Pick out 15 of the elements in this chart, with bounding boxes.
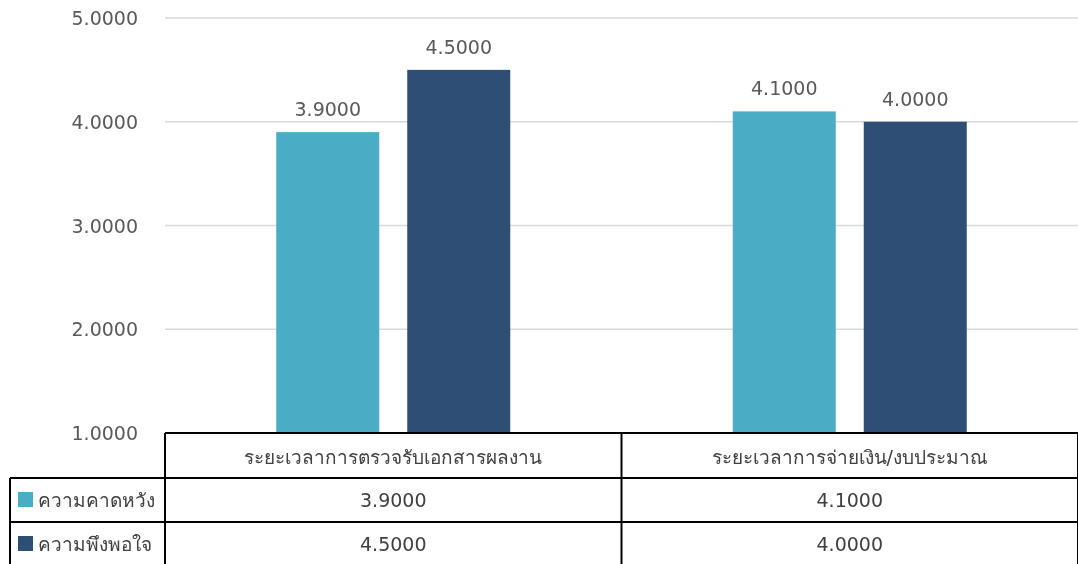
data-label: 4.0000 bbox=[816, 533, 883, 555]
text: 4.5000 bbox=[425, 35, 492, 58]
data-label: 4.5000 bbox=[360, 533, 427, 555]
data-label: 3.9000 bbox=[360, 489, 427, 511]
y-tick-label: 3.0000 bbox=[71, 214, 138, 237]
y-tick-label: 4.0000 bbox=[71, 110, 138, 133]
text: 4.0000 bbox=[882, 87, 949, 110]
x-tick-label: ระยะเวลาการตรวจรับเอกสารผลงาน bbox=[244, 446, 543, 468]
x-tick-label: ระยะเวลาการจ่ายเงิน/งบประมาณ bbox=[711, 446, 988, 468]
data-label: 4.1000 bbox=[816, 489, 883, 511]
text: 4.1000 bbox=[751, 77, 818, 100]
y-tick-label: 5.0000 bbox=[71, 7, 138, 29]
y-tick-label: 1.0000 bbox=[71, 422, 138, 444]
text: 3.9000 bbox=[294, 98, 361, 121]
y-tick-label: 2.0000 bbox=[71, 318, 138, 341]
